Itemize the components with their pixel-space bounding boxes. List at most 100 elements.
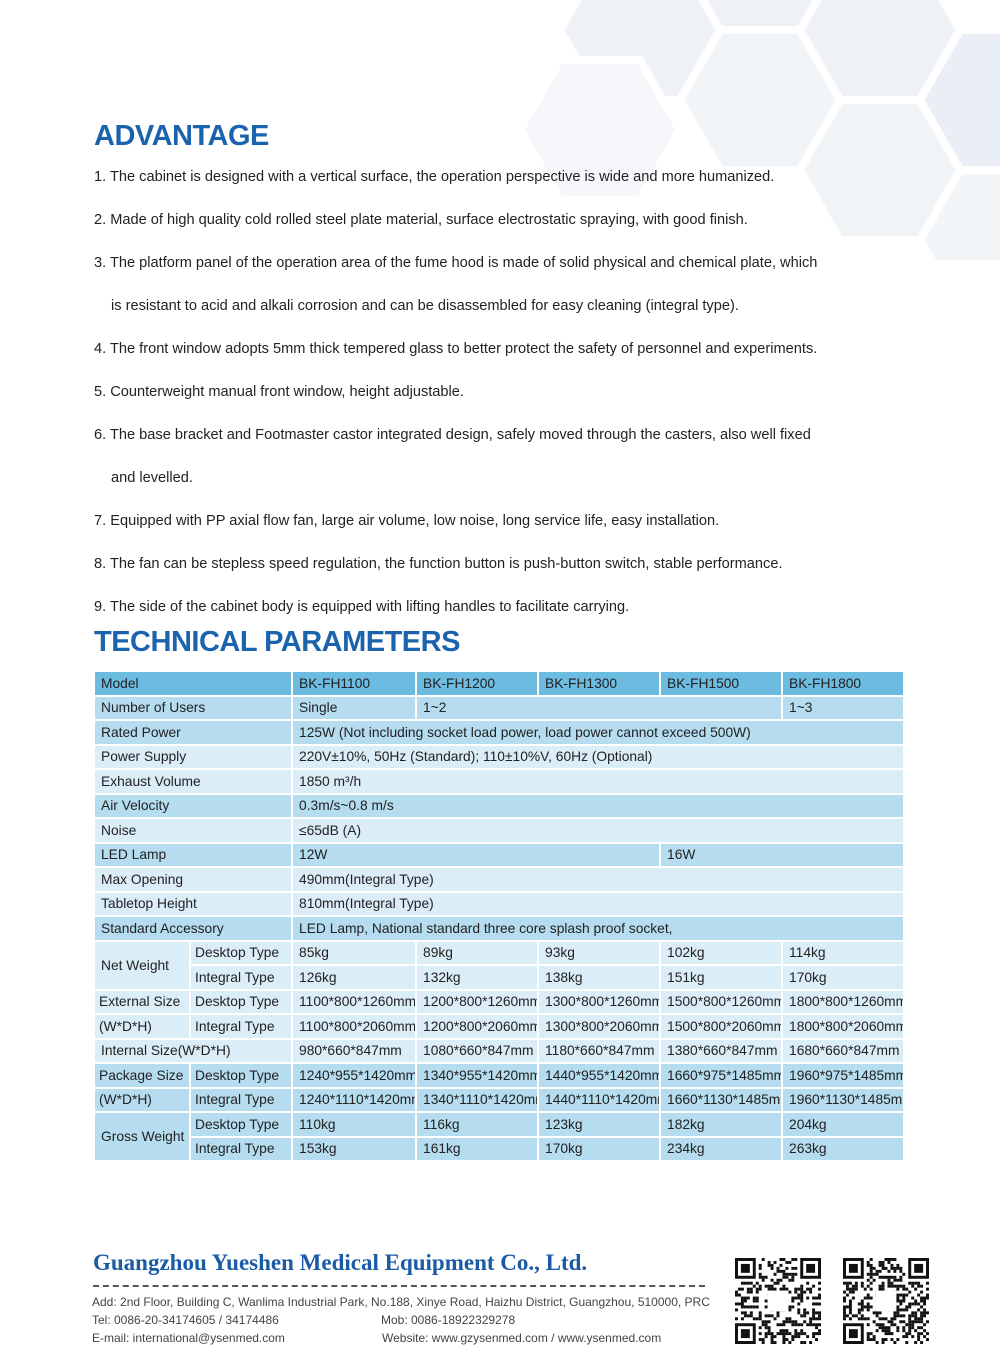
table-cell: External Size (95, 990, 189, 1013)
table-header-cell: Model (95, 672, 292, 695)
table-row: Exhaust Volume 1850 m³/h (95, 770, 904, 793)
table-cell: 1800*800*2060mm (783, 1015, 904, 1038)
table-cell: Desktop Type (191, 1113, 292, 1136)
advantage-heading: ADVANTAGE (94, 120, 269, 152)
table-cell: Gross Weight (95, 1113, 189, 1160)
table-cell: 1100*800*2060mm (293, 1015, 416, 1038)
table-cell: 16W (661, 843, 904, 866)
table-cell: 1240*955*1420mm (293, 1064, 416, 1087)
advantage-item: 7. Equipped with PP axial flow fan, larg… (94, 513, 720, 529)
table-cell: Tabletop Height (95, 892, 292, 915)
table-row: Power Supply 220V±10%, 50Hz (Standard); 1… (95, 745, 904, 768)
table-row: Max Opening 490mm(Integral Type) (95, 868, 904, 891)
table-cell: 1960*1130*1485mm (783, 1088, 904, 1111)
table-header-cell: BK-FH1500 (661, 672, 782, 695)
table-cell: 0.3m/s~0.8 m/s (293, 794, 904, 817)
table-cell: 151kg (661, 966, 782, 989)
table-cell: Rated Power (95, 721, 292, 744)
table-cell: 204kg (783, 1113, 904, 1136)
table-cell: 1850 m³/h (293, 770, 904, 793)
table-cell: 125W (Not including socket load power, l… (293, 721, 904, 744)
table-cell: 1660*975*1485mm (661, 1064, 782, 1087)
table-row: Tabletop Height 810mm(Integral Type) (95, 892, 904, 915)
table-cell: Air Velocity (95, 794, 292, 817)
table-cell: 126kg (293, 966, 416, 989)
table-cell: 1500*800*1260mm (661, 990, 782, 1013)
table-cell: 1300*800*1260mm (539, 990, 660, 1013)
advantage-item: and levelled. (111, 470, 193, 486)
table-cell: Desktop Type (191, 990, 292, 1013)
table-cell: 123kg (539, 1113, 660, 1136)
table-cell: Integral Type (191, 966, 292, 989)
table-cell: 1500*800*2060mm (661, 1015, 782, 1038)
table-cell: 93kg (539, 941, 660, 964)
table-cell: 153kg (293, 1137, 416, 1160)
table-cell: Noise (95, 819, 292, 842)
table-cell: 490mm(Integral Type) (293, 868, 904, 891)
table-cell: 1300*800*2060mm (539, 1015, 660, 1038)
table-cell: 1240*1110*1420mm (293, 1088, 416, 1111)
table-cell: 1200*800*2060mm (417, 1015, 538, 1038)
advantage-item: 2. Made of high quality cold rolled stee… (94, 212, 748, 228)
table-cell: 1660*1130*1485mm (661, 1088, 782, 1111)
table-cell: Desktop Type (191, 941, 292, 964)
table-row: (W*D*H) Integral Type 1240*1110*1420mm 1340… (95, 1088, 904, 1111)
table-cell: 1440*1110*1420mm (539, 1088, 660, 1111)
advantage-list: 1. The cabinet is designed with a vertic… (94, 156, 914, 629)
table-cell: 1680*660*847mm (783, 1039, 904, 1062)
table-row: Package Size Desktop Type 1240*955*1420mm 1… (95, 1064, 904, 1087)
table-row: Integral Type 126kg 132kg 138kg 151kg 170kg (95, 966, 904, 989)
dashed-divider (93, 1285, 705, 1287)
table-cell: 263kg (783, 1137, 904, 1160)
advantage-item: 8. The fan can be stepless speed regulat… (94, 556, 783, 572)
table-cell: Integral Type (191, 1137, 292, 1160)
table-row: Noise ≤65dB (A) (95, 819, 904, 842)
table-row: Number of Users Single 1~2 1~3 (95, 696, 904, 719)
table-cell: 132kg (417, 966, 538, 989)
table-cell: Package Size (95, 1064, 189, 1087)
table-header-cell: BK-FH1100 (293, 672, 416, 695)
table-row: Model BK-FH1100 BK-FH1200 BK-FH1300 BK-FH150… (95, 672, 904, 695)
email-text: E-mail: international@ysenmed.com (92, 1331, 285, 1345)
table-cell: Single (293, 696, 416, 719)
table-cell: 1960*975*1485mm (783, 1064, 904, 1087)
table-cell: 182kg (661, 1113, 782, 1136)
table-cell: 980*660*847mm (293, 1039, 416, 1062)
table-row: Internal Size(W*D*H) 980*660*847mm 1080*66… (95, 1039, 904, 1062)
table-row: Gross Weight Desktop Type 110kg 116kg 123kg 1… (95, 1113, 904, 1160)
advantage-item: 9. The side of the cabinet body is equip… (94, 599, 630, 615)
table-cell: 1800*800*1260mm (783, 990, 904, 1013)
table-cell: 170kg (783, 966, 904, 989)
table-cell: 114kg (783, 941, 904, 964)
table-cell: Power Supply (95, 745, 292, 768)
table-cell: Exhaust Volume (95, 770, 292, 793)
table-cell: 1200*800*1260mm (417, 990, 538, 1013)
table-cell: Net Weight (95, 941, 189, 989)
table-cell: 1~2 (417, 696, 782, 719)
table-cell: 110kg (293, 1113, 416, 1136)
advantage-item: 1. The cabinet is designed with a vertic… (94, 169, 775, 185)
qr-code-icon (843, 1258, 929, 1344)
table-cell: 102kg (661, 941, 782, 964)
table-cell: Integral Type (191, 1088, 292, 1111)
table-row: Standard Accessory LED Lamp, National sta… (95, 917, 904, 940)
website-text: Website: www.gzysenmed.com / www.ysenmed… (382, 1331, 662, 1345)
table-row: Rated Power 125W (Not including socket lo… (95, 721, 904, 744)
table-header-cell: BK-FH1200 (417, 672, 538, 695)
table-cell: 89kg (417, 941, 538, 964)
table-cell: 1340*955*1420mm (417, 1064, 538, 1087)
qr-code-icon (735, 1258, 821, 1344)
table-cell: Standard Accessory (95, 917, 292, 940)
table-cell: LED Lamp, National standard three core s… (293, 917, 904, 940)
table-cell: Max Opening (95, 868, 292, 891)
advantage-item: 3. The platform panel of the operation a… (94, 255, 818, 271)
table-cell: (W*D*H) (95, 1015, 189, 1038)
table-cell: 1180*660*847mm (539, 1039, 660, 1062)
technical-parameters-heading: TECHNICAL PARAMETERS (94, 626, 460, 658)
tel-text: Tel: 0086-20-34174605 / 34174486 (92, 1313, 279, 1327)
advantage-item: 4. The front window adopts 5mm thick tem… (94, 341, 818, 357)
table-cell: 1100*800*1260mm (293, 990, 416, 1013)
table-row: Air Velocity 0.3m/s~0.8 m/s (95, 794, 904, 817)
table-cell: 138kg (539, 966, 660, 989)
table-cell: 1340*1110*1420mm (417, 1088, 538, 1111)
